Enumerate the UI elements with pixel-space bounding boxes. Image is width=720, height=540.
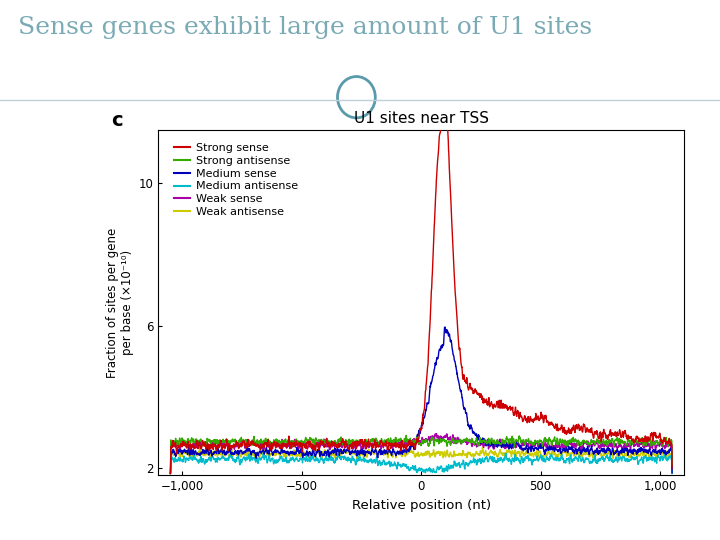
Text: Sense genes exhibit large amount of U1 sites: Sense genes exhibit large amount of U1 s… — [18, 16, 592, 39]
Title: U1 sites near TSS: U1 sites near TSS — [354, 111, 489, 126]
Text: c: c — [112, 111, 123, 130]
Y-axis label: Fraction of sites per gene
per base (×10⁻¹⁰): Fraction of sites per gene per base (×10… — [107, 227, 135, 377]
Legend: Strong sense, Strong antisense, Medium sense, Medium antisense, Weak sense, Weak: Strong sense, Strong antisense, Medium s… — [169, 139, 302, 221]
X-axis label: Relative position (nt): Relative position (nt) — [351, 498, 491, 511]
